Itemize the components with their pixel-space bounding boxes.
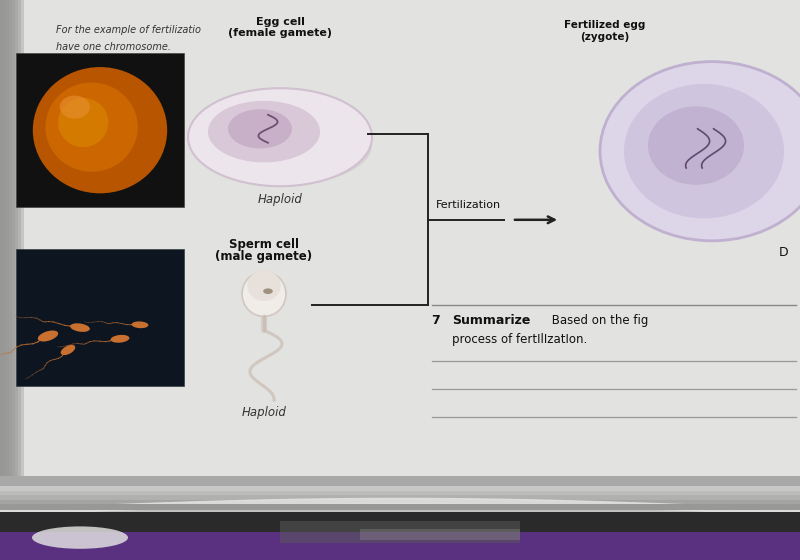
Bar — [0, 0, 12, 487]
Bar — [0, 0, 9, 487]
Bar — [0, 0, 18, 487]
Bar — [280, 521, 520, 543]
Bar — [16, 249, 184, 386]
Bar — [0, 0, 24, 487]
Bar — [0, 0, 800, 487]
Bar — [0, 495, 800, 501]
Text: Summarize: Summarize — [452, 314, 530, 326]
Ellipse shape — [32, 526, 128, 549]
Ellipse shape — [228, 109, 292, 148]
Bar — [0, 482, 800, 487]
Ellipse shape — [38, 330, 58, 342]
Ellipse shape — [60, 96, 90, 119]
Text: (zygote): (zygote) — [580, 32, 630, 42]
Ellipse shape — [600, 62, 800, 241]
Ellipse shape — [196, 106, 372, 185]
Ellipse shape — [58, 98, 109, 147]
Bar — [0, 486, 800, 492]
Bar — [0, 0, 21, 487]
Bar — [0, 0, 6, 487]
Text: have one chromosome.: have one chromosome. — [56, 42, 171, 52]
Ellipse shape — [132, 321, 148, 328]
Text: (female gamete): (female gamete) — [228, 28, 332, 38]
Bar — [0, 0, 3, 487]
Ellipse shape — [624, 84, 784, 218]
Bar — [0, 500, 800, 505]
Bar — [0, 504, 800, 510]
Bar — [0, 0, 15, 487]
Ellipse shape — [263, 288, 273, 294]
Text: (male gamete): (male gamete) — [215, 250, 313, 263]
Ellipse shape — [188, 88, 372, 186]
Text: Fertilized egg: Fertilized egg — [564, 20, 646, 30]
Text: Fertilization: Fertilization — [436, 200, 501, 209]
Bar — [16, 53, 184, 207]
Ellipse shape — [242, 272, 286, 316]
Bar — [360, 529, 520, 540]
Ellipse shape — [33, 67, 167, 193]
Bar — [0, 476, 800, 560]
Ellipse shape — [46, 82, 138, 172]
Bar — [0, 532, 800, 560]
Ellipse shape — [208, 101, 320, 162]
Text: Egg cell: Egg cell — [255, 17, 305, 27]
Ellipse shape — [61, 345, 75, 355]
Ellipse shape — [110, 335, 130, 343]
Text: Sperm cell: Sperm cell — [229, 238, 299, 251]
Bar — [0, 512, 800, 543]
Text: For the example of fertilizatio: For the example of fertilizatio — [56, 25, 201, 35]
Text: Haploid: Haploid — [258, 193, 302, 206]
Text: process of fertIlIzatIon.: process of fertIlIzatIon. — [452, 333, 587, 346]
Text: 7: 7 — [432, 314, 445, 326]
Ellipse shape — [247, 270, 281, 301]
Ellipse shape — [648, 106, 744, 185]
Text: Based on the fig: Based on the fig — [548, 314, 648, 326]
Text: Haploid: Haploid — [242, 406, 286, 419]
Bar — [0, 491, 800, 496]
Text: D: D — [778, 246, 788, 259]
Ellipse shape — [70, 323, 90, 332]
